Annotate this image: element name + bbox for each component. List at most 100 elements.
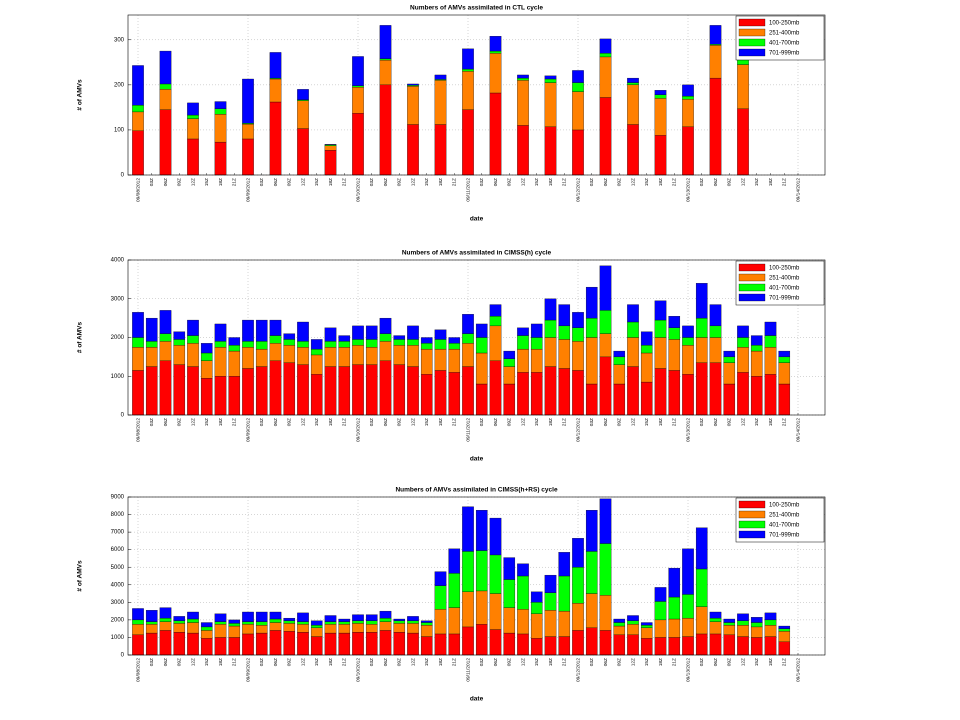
bar-segment	[544, 636, 557, 656]
bar-segment	[627, 304, 639, 323]
bar-segment	[599, 630, 612, 656]
x-tick-label: 06Z	[383, 418, 389, 426]
bar-segment	[572, 129, 584, 176]
y-tick-label: 2000	[111, 335, 125, 341]
x-tick-label: 09/11/2012	[465, 178, 471, 202]
legend-swatch	[738, 293, 766, 302]
legend-swatch	[738, 273, 766, 282]
y-tick-label: 1000	[111, 635, 125, 641]
bar-segment	[310, 374, 323, 416]
y-tick-label: 0	[121, 653, 125, 659]
bar-segment	[613, 383, 626, 416]
plot-frame	[127, 14, 826, 176]
bar-segment	[352, 56, 364, 86]
bar-segment	[132, 130, 144, 176]
bar-segment	[187, 114, 199, 119]
bar-segment	[640, 331, 653, 346]
bar-segment	[462, 71, 474, 110]
bar-segment	[517, 327, 529, 336]
legend-swatch	[738, 530, 766, 539]
bar-segment	[462, 506, 474, 552]
bar-segment	[695, 283, 708, 319]
bar-segment	[434, 571, 447, 586]
bar-segment	[585, 286, 598, 319]
bar-segment	[709, 621, 722, 635]
bar-segment	[599, 265, 612, 311]
bar-segment	[310, 354, 323, 375]
bar-segment	[159, 89, 172, 110]
legend-label: 701-999mb	[769, 532, 800, 538]
bar-segment	[489, 629, 502, 656]
x-tick-label: 21Z	[672, 658, 678, 666]
x-tick-label: 09Z	[507, 178, 513, 186]
bar-segment	[228, 619, 241, 624]
bar-segment	[214, 114, 227, 143]
bar-segment	[393, 618, 406, 621]
x-tick-label: 15Z	[644, 418, 650, 426]
x-tick-label: 06Z	[603, 178, 609, 186]
x-tick-label: 12Z	[740, 178, 746, 186]
bar-segment	[159, 617, 172, 622]
x-axis-label: date	[470, 456, 484, 463]
bar-segment	[585, 337, 598, 385]
bar-segment	[379, 360, 392, 416]
bar-segment	[352, 325, 364, 340]
bar-segment	[682, 99, 694, 127]
x-tick-label: 18Z	[328, 658, 334, 666]
bar-segment	[324, 615, 337, 622]
bar-segment	[709, 362, 722, 416]
x-tick-label: 09Z	[727, 178, 733, 186]
legend-label: 401-700mb	[769, 40, 800, 46]
x-axis-label: date	[470, 696, 484, 703]
bar-segment	[132, 624, 144, 635]
bar-segment	[682, 374, 694, 416]
bar-segment	[462, 68, 474, 72]
bar-segment	[668, 637, 681, 656]
x-tick-label: 09/09/2012	[245, 658, 251, 682]
bar-segment	[214, 613, 227, 622]
bar-segment	[530, 638, 543, 656]
bar-segment	[420, 337, 433, 344]
legend-swatch	[738, 38, 766, 47]
bar-segment	[585, 510, 598, 552]
bar-segment	[462, 591, 474, 628]
bar-segment	[132, 111, 144, 131]
x-tick-label: 21Z	[232, 178, 238, 186]
x-tick-label: 03Z	[699, 658, 705, 666]
bar-segment	[737, 347, 749, 373]
bar-segment	[517, 125, 529, 176]
bar-segment	[558, 325, 571, 340]
bar-segment	[778, 631, 791, 642]
x-tick-label: 09Z	[397, 418, 403, 426]
x-tick-label: 18Z	[768, 418, 774, 426]
x-tick-label: 06Z	[163, 658, 169, 666]
x-tick-label: 12Z	[300, 658, 306, 666]
x-tick-label: 09Z	[177, 178, 183, 186]
x-tick-label: 09Z	[727, 658, 733, 666]
plot-frame	[127, 496, 826, 656]
bar-segment	[695, 568, 708, 607]
bar-segment	[517, 74, 529, 79]
bar-segment	[379, 84, 392, 176]
bar-segment	[352, 632, 364, 656]
bar-segment	[228, 625, 241, 638]
bar-segment	[737, 636, 749, 656]
bar-segment	[283, 345, 296, 363]
bar-segment	[517, 372, 529, 416]
bar-segment	[530, 613, 543, 639]
bar-segment	[145, 341, 158, 348]
x-tick-label: 03Z	[149, 418, 155, 426]
legend-swatch	[738, 510, 766, 519]
bar-segment	[503, 366, 516, 385]
bar-segment	[613, 350, 626, 358]
bar-segment	[159, 50, 172, 85]
bar-segment	[750, 335, 763, 346]
bar-segment	[242, 347, 254, 369]
bar-segment	[434, 329, 447, 340]
bar-segment	[269, 622, 282, 631]
bar-segment	[228, 623, 241, 627]
bar-segment	[764, 347, 777, 375]
bar-segment	[599, 38, 612, 54]
legend-label: 401-700mb	[769, 285, 800, 291]
bar-segment	[187, 138, 199, 176]
